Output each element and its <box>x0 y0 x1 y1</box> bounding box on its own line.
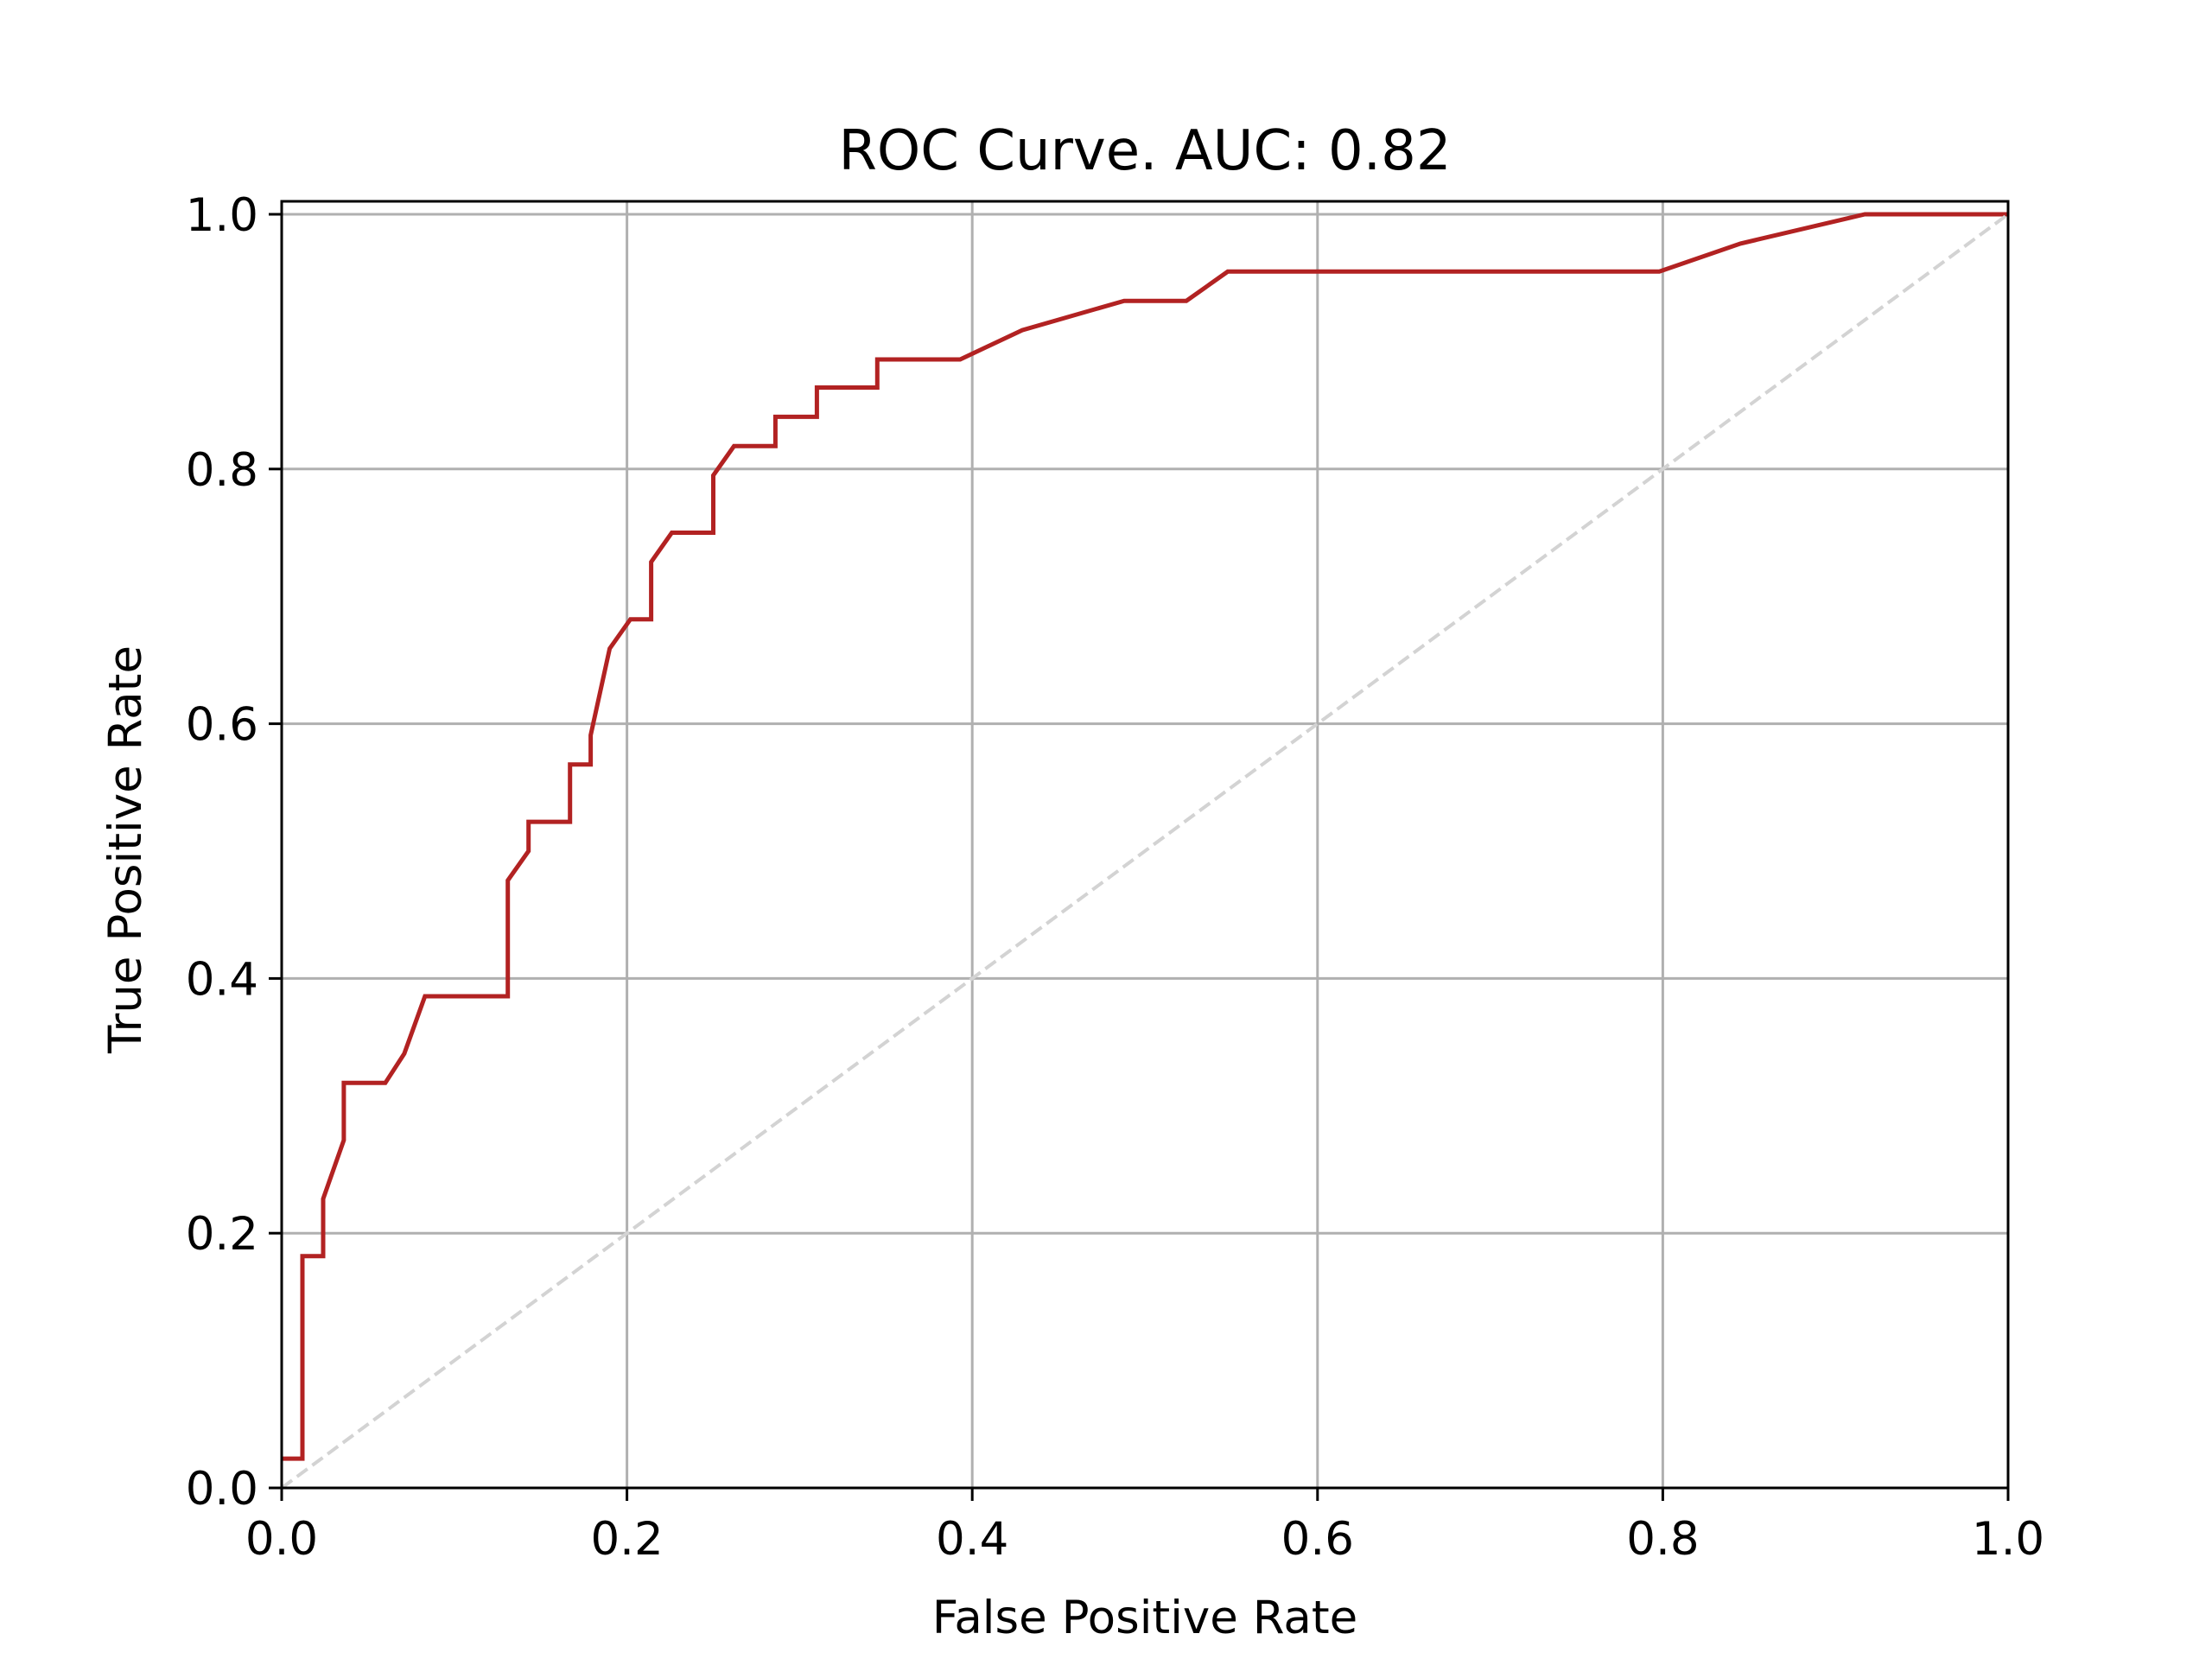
roc-curve-line <box>282 212 2008 1461</box>
x-tick-label: 0.6 <box>1281 1513 1354 1566</box>
x-axis-label: False Positive Rate <box>932 1592 1358 1644</box>
chart-title: ROC Curve. AUC: 0.82 <box>838 119 1451 183</box>
x-tick-label: 0.0 <box>245 1513 318 1566</box>
x-tick-label: 0.2 <box>590 1513 663 1566</box>
y-tick-label: 0.6 <box>186 699 258 752</box>
x-tick-label: 1.0 <box>1972 1513 2044 1566</box>
x-tick-label: 0.4 <box>936 1513 1008 1566</box>
series <box>280 212 2010 1490</box>
y-tick-label: 0.4 <box>186 953 258 1006</box>
y-tick-label: 1.0 <box>186 189 258 242</box>
plot-frame <box>280 200 2010 1490</box>
y-tick-label: 0.0 <box>186 1463 258 1516</box>
y-axis-label: True Positive Rate <box>99 645 152 1054</box>
chance-diagonal-line <box>280 213 2010 1490</box>
x-tick-label: 0.8 <box>1626 1513 1699 1566</box>
ticks: 0.0 0.2 0.4 0.6 0.8 1.0 0.0 0.2 0.4 0.6 0.8 1.0 <box>186 189 2044 1566</box>
y-tick-label: 0.8 <box>186 444 258 497</box>
y-tick-label: 0.2 <box>186 1208 258 1261</box>
